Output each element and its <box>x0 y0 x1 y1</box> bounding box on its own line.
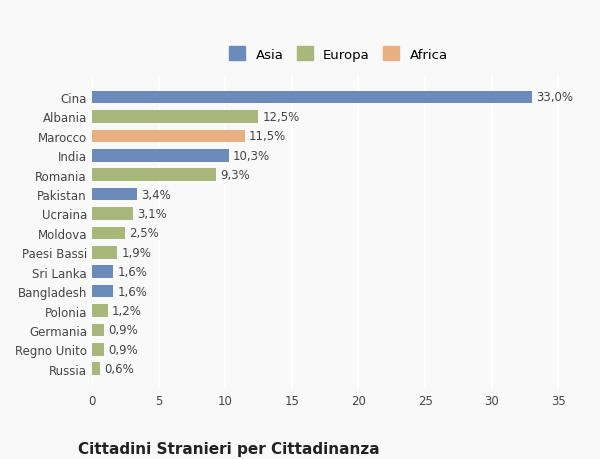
Bar <box>92 266 113 279</box>
Text: 0,9%: 0,9% <box>108 324 137 337</box>
Bar <box>92 130 245 143</box>
Bar <box>92 343 104 356</box>
Bar <box>92 208 133 220</box>
Text: 9,3%: 9,3% <box>220 169 250 182</box>
Text: 1,6%: 1,6% <box>117 266 147 279</box>
Text: 0,6%: 0,6% <box>104 363 134 375</box>
Bar <box>92 246 117 259</box>
Text: 3,1%: 3,1% <box>137 207 167 220</box>
Bar <box>92 363 100 375</box>
Bar <box>92 188 137 201</box>
Bar <box>92 285 113 298</box>
Bar <box>92 305 108 317</box>
Text: 3,4%: 3,4% <box>141 188 171 201</box>
Bar <box>92 111 259 123</box>
Text: Cittadini Stranieri per Cittadinanza: Cittadini Stranieri per Cittadinanza <box>78 441 380 456</box>
Bar <box>92 150 229 162</box>
Text: 2,5%: 2,5% <box>129 227 159 240</box>
Text: 12,5%: 12,5% <box>262 111 300 123</box>
Text: 0,9%: 0,9% <box>108 343 137 356</box>
Bar <box>92 227 125 240</box>
Text: 1,9%: 1,9% <box>121 246 151 259</box>
Text: 33,0%: 33,0% <box>536 91 572 104</box>
Bar <box>92 91 532 104</box>
Bar <box>92 324 104 336</box>
Bar <box>92 169 216 182</box>
Text: 1,6%: 1,6% <box>117 285 147 298</box>
Text: 10,3%: 10,3% <box>233 149 270 162</box>
Text: 1,2%: 1,2% <box>112 304 142 317</box>
Text: 11,5%: 11,5% <box>249 130 286 143</box>
Legend: Asia, Europa, Africa: Asia, Europa, Africa <box>226 43 452 65</box>
